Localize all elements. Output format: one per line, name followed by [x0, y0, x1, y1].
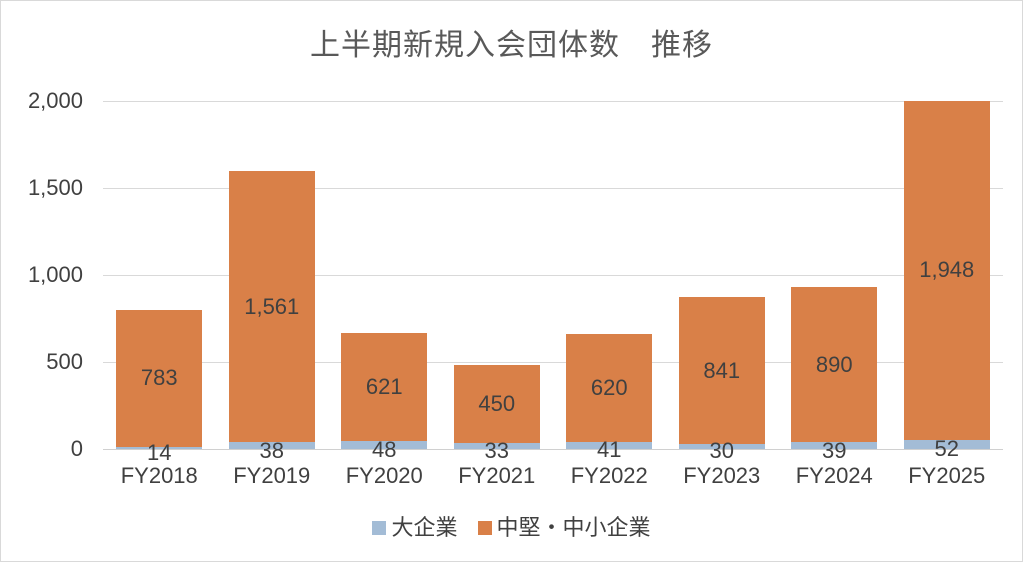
x-axis-category-label: FY2021: [458, 463, 536, 488]
bar-segment-large-company: [903, 439, 990, 449]
x-axis-category-label: FY2025: [908, 463, 986, 488]
legend-label: 大企業: [391, 515, 458, 540]
gridline: [103, 100, 1003, 102]
legend-label: 中堅・中小企業: [496, 515, 651, 540]
y-axis-tick-label: 2,000: [27, 88, 83, 113]
bar-segment-large-company: [228, 442, 315, 449]
y-axis-tick-label: 500: [46, 349, 83, 374]
plot-area: 783 14 1,561 38 621 48 450 33 620 41 841 30 890 39 1,9…: [103, 100, 1003, 465]
bar-segment-large-company: [116, 446, 203, 449]
bar-segment-sme: [791, 287, 878, 443]
y-axis-tick-label: 0: [70, 436, 83, 461]
legend-item: 中堅・中小企業: [477, 515, 651, 541]
bar-segment-sme: [116, 310, 203, 447]
bar-segment-sme: [228, 170, 315, 443]
x-axis-category-label: FY2018: [120, 463, 198, 488]
legend-swatch-icon: [477, 521, 492, 535]
gridline: [103, 274, 1003, 276]
legend-item: 大企業: [372, 515, 458, 541]
bar-segment-large-company: [341, 440, 428, 449]
bar-segment-large-company: [678, 443, 765, 449]
x-axis-category-label: FY2019: [233, 463, 311, 488]
bar-segment-sme: [566, 333, 653, 442]
bar-segment-large-company: [791, 442, 878, 449]
x-axis-category-label: FY2022: [570, 463, 648, 488]
x-axis-line: [103, 449, 1003, 450]
x-axis-category-label: FY2024: [795, 463, 873, 488]
legend: 大企業 中堅・中小企業: [1, 515, 1022, 541]
bar-segment-large-company: [453, 443, 540, 449]
bar-segment-sme: [453, 364, 540, 444]
x-axis-category-label: FY2023: [683, 463, 761, 488]
gridline: [103, 361, 1003, 363]
bar-segment-sme: [678, 297, 765, 444]
y-axis-tick-label: 1,500: [27, 175, 83, 200]
gridline: [103, 187, 1003, 189]
y-axis-tick-label: 1,000: [27, 262, 83, 287]
chart-title: 上半期新規入会団体数 推移: [310, 29, 713, 62]
x-axis-category-label: FY2020: [345, 463, 423, 488]
bar-segment-sme: [341, 332, 428, 441]
legend-swatch-icon: [372, 521, 387, 535]
bar-segment-sme: [903, 101, 990, 440]
bar-segment-large-company: [566, 441, 653, 449]
